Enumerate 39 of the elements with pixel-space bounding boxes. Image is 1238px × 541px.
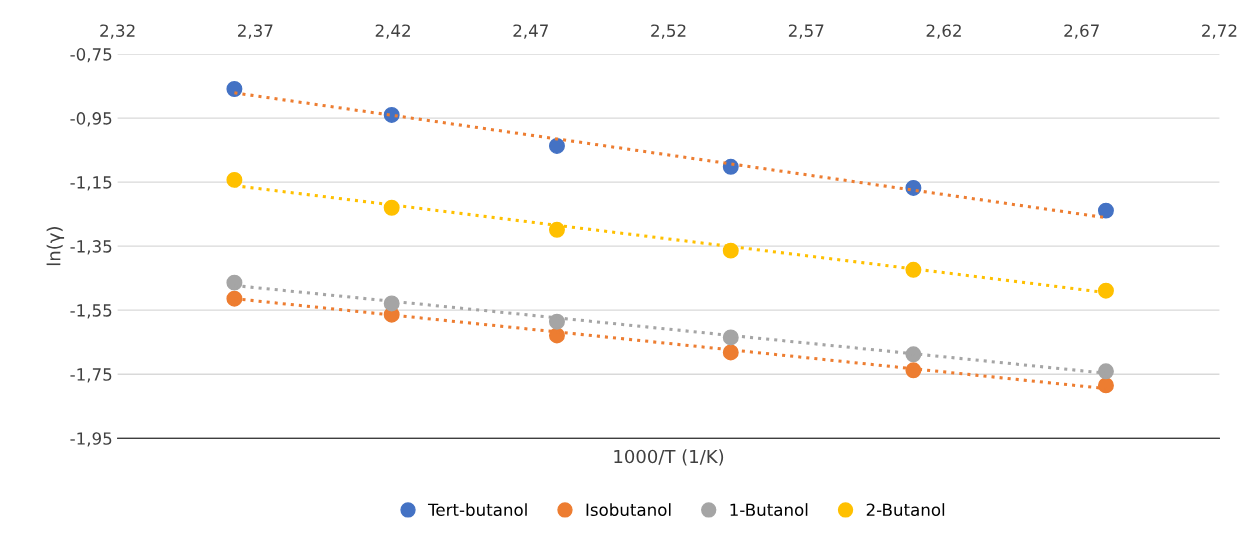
y-tick-label: -1,55: [70, 304, 112, 319]
point: [1097, 282, 1114, 299]
y-tick-label: -0,95: [70, 112, 112, 127]
point: [383, 199, 400, 216]
point: [226, 274, 243, 291]
legend-label: Tert-butanol: [427, 503, 527, 517]
point: [905, 346, 922, 363]
x-tick-label: 2,52: [651, 24, 686, 39]
point: [226, 171, 243, 188]
point: [1097, 202, 1114, 219]
x-tick-label: 2,62: [926, 24, 961, 39]
point: [548, 137, 565, 154]
x-axis-title: 1000/T (1/K): [614, 449, 724, 466]
x-tick-label: 2,67: [1064, 24, 1099, 39]
point: [1097, 377, 1114, 394]
point: [722, 242, 739, 259]
legend-label: Isobutanol: [586, 503, 671, 517]
x-tick-label: 2,32: [100, 24, 135, 39]
point: [548, 313, 565, 330]
point: [905, 261, 922, 278]
x-tick-label: 2,42: [375, 24, 410, 39]
x-tick-label: 2,47: [513, 24, 548, 39]
legend-label: 1-Butanol: [730, 503, 808, 517]
point: [226, 81, 243, 97]
point: [905, 362, 922, 379]
point: [548, 221, 565, 238]
y-tick-label: -1,15: [70, 176, 112, 191]
legend-label: 2-Butanol: [866, 503, 945, 517]
point: [1097, 363, 1114, 380]
y-tick-label: -1,95: [70, 432, 112, 447]
x-tick-label: 2,72: [1202, 24, 1237, 39]
y-tick-label: -1,75: [70, 368, 112, 383]
y-tick-label: -1,35: [70, 240, 112, 255]
x-tick-label: 2,37: [238, 24, 273, 39]
y-axis-title: ln(γ): [46, 227, 65, 266]
point: [722, 158, 739, 175]
x-tick-label: 2,57: [788, 24, 824, 39]
y-tick-label: -0,75: [70, 48, 112, 63]
point: [226, 290, 243, 307]
